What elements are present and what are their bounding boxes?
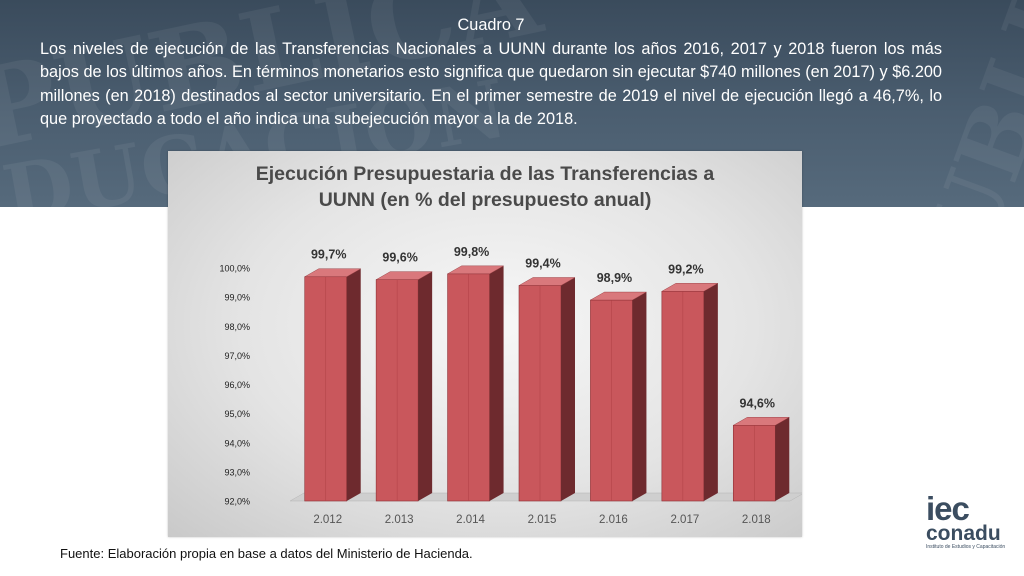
- bar-chart: 92,0% 93,0% 94,0% 95,0% 96,0% 97,0% 98,0% 99,0%…: [219, 245, 802, 526]
- x-tick-label: 2.012: [313, 514, 342, 526]
- x-tick-label: 2.018: [742, 514, 771, 526]
- logo-text-conadu: conadu: [926, 522, 1001, 545]
- y-tick-label: 99,0%: [224, 293, 250, 303]
- bar-top: [661, 283, 719, 292]
- data-label: 94,6%: [740, 396, 775, 410]
- bar-top: [518, 277, 576, 286]
- bar-side: [561, 277, 575, 501]
- bar-top: [303, 268, 362, 277]
- data-label: 99,2%: [668, 262, 703, 276]
- source-note: Fuente: Elaboración propia en base a dat…: [60, 546, 473, 561]
- y-tick-label: 94,0%: [224, 438, 250, 448]
- logo: iec conadu Instituto de Estudios y Capac…: [926, 490, 1006, 550]
- y-tick-label: 98,0%: [224, 322, 250, 332]
- data-label: 99,8%: [454, 245, 489, 259]
- x-tick-label: 2.015: [528, 514, 557, 526]
- data-label: 99,6%: [382, 251, 417, 265]
- logo-tagline: Instituto de Estudios y Capacitación: [926, 544, 1006, 550]
- y-tick-label: 97,0%: [224, 351, 250, 361]
- intro-text-block: Cuadro 7 Los niveles de ejecución de las…: [40, 14, 942, 132]
- bar-side: [775, 417, 790, 501]
- bar-top: [732, 417, 791, 426]
- x-tick-label: 2.017: [670, 514, 699, 526]
- bar-top: [375, 271, 433, 280]
- bar-side: [489, 265, 504, 501]
- chart-title: Ejecución Presupuestaria de las Transfer…: [168, 161, 802, 213]
- y-tick-label: 95,0%: [224, 409, 250, 419]
- data-label: 98,9%: [597, 271, 632, 285]
- chart-panel: Ejecución Presupuestaria de las Transfer…: [168, 151, 802, 537]
- bar-side: [346, 268, 361, 501]
- x-tick-label: 2.016: [599, 514, 628, 526]
- intro-paragraph: Los niveles de ejecución de las Transfer…: [40, 39, 942, 129]
- logo-text-iec: iec: [926, 490, 970, 527]
- bar-side: [703, 283, 718, 501]
- y-tick-label: 96,0%: [224, 380, 250, 390]
- bar-top: [446, 265, 505, 275]
- bar-top: [589, 291, 648, 301]
- y-tick-label: 100,0%: [219, 264, 250, 274]
- bar-side: [418, 271, 433, 501]
- data-label: 99,7%: [311, 248, 346, 262]
- chart-title-line-2: UUNN (en % del presupuesto anual): [318, 189, 652, 211]
- chart-title-line-1: Ejecución Presupuestaria de las Transfer…: [255, 163, 715, 185]
- y-tick-label: 93,0%: [224, 467, 250, 477]
- bar-side: [632, 292, 647, 501]
- figure-label: Cuadro 7: [457, 16, 525, 34]
- data-label: 99,4%: [525, 256, 560, 270]
- x-tick-label: 2.014: [456, 514, 485, 526]
- y-tick-label: 92,0%: [224, 497, 250, 507]
- x-tick-label: 2.013: [385, 514, 414, 526]
